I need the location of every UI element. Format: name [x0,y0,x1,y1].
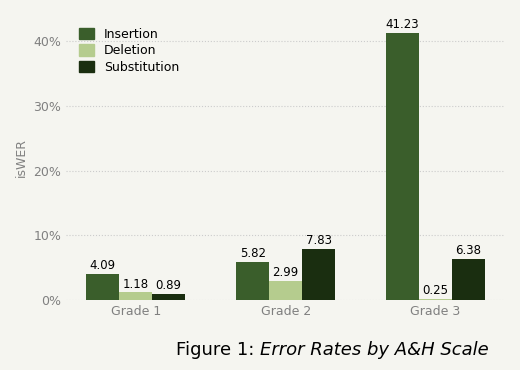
Bar [269,281,302,300]
Text: 0.89: 0.89 [155,279,181,292]
Text: 2.99: 2.99 [272,266,299,279]
Bar [119,293,152,300]
Text: 41.23: 41.23 [386,18,420,31]
Text: 6.38: 6.38 [456,244,482,257]
Text: 1.18: 1.18 [123,278,149,290]
Text: Error Rates by A&H Scale: Error Rates by A&H Scale [260,341,489,359]
Bar [386,33,419,300]
Bar [152,295,185,300]
Text: 7.83: 7.83 [306,235,332,248]
Bar [452,259,485,300]
Legend: Insertion, Deletion, Substitution: Insertion, Deletion, Substitution [73,21,185,80]
Bar [419,299,452,300]
Text: 0.25: 0.25 [423,283,449,297]
Bar [86,274,119,300]
Text: 4.09: 4.09 [89,259,116,272]
Text: Figure 1:: Figure 1: [176,341,260,359]
Text: 5.82: 5.82 [240,248,266,260]
Bar [236,262,269,300]
Bar [302,249,335,300]
Y-axis label: isWER: isWER [15,138,28,177]
